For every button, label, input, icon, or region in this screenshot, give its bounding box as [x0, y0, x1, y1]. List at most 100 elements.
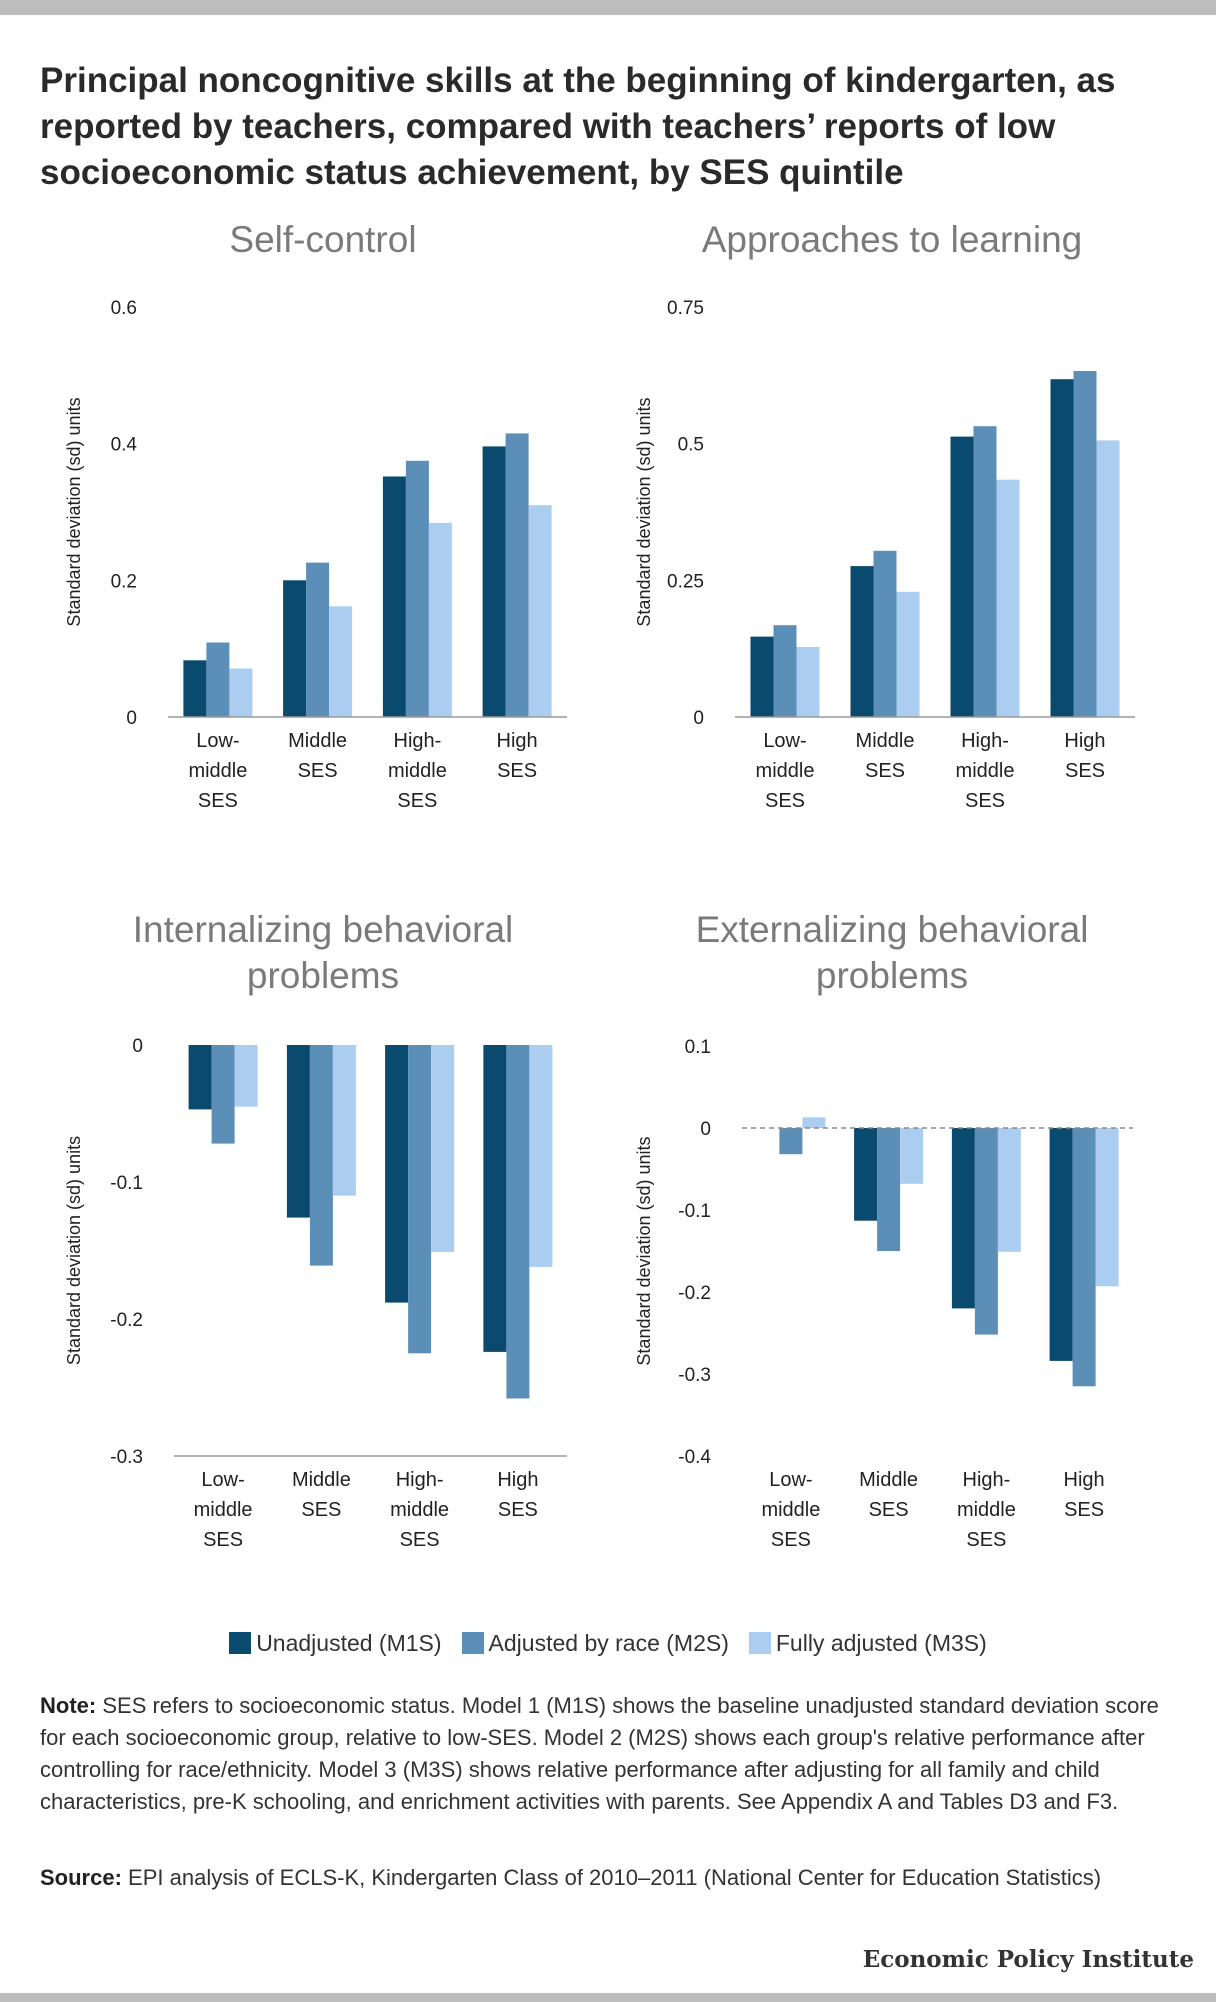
- chart-2-bar-series-2-cat-1: [773, 625, 797, 717]
- chart-2-bar-series-1-cat-3: [950, 436, 974, 717]
- chart-4-category-label: SES: [771, 1529, 811, 1551]
- chart-4-bar-series-1-cat-4: [1049, 1128, 1073, 1361]
- chart-3-category-label: High: [497, 1469, 538, 1491]
- chart-2-title-line-1: Approaches to learning: [702, 219, 1083, 260]
- chart-2-bar-series-3-cat-4: [1096, 440, 1120, 717]
- chart-3-y-axis-label: Standard deviation (sd) units: [64, 1136, 84, 1365]
- chart-4-bar-series-3-cat-2: [900, 1128, 924, 1184]
- chart-4-category-label: SES: [869, 1499, 909, 1521]
- chart-3-category-label: SES: [203, 1529, 243, 1551]
- chart-2-category-label: SES: [1065, 760, 1105, 782]
- chart-3-category-label: SES: [301, 1499, 341, 1521]
- chart-1-bar-series-2-cat-1: [206, 642, 230, 717]
- chart-1-y-axis-label: Standard deviation (sd) units: [64, 397, 84, 626]
- chart-2-category-label: Low-: [763, 730, 806, 752]
- chart-4-bar-series-2-cat-1: [779, 1128, 803, 1155]
- legend: Unadjusted (M1S) Adjusted by race (M2S) …: [0, 1625, 1216, 1661]
- chart-2-category-label: High: [1064, 730, 1105, 752]
- chart-4-category-label: Low-: [769, 1469, 812, 1491]
- chart-3-title-line-2: problems: [247, 955, 399, 996]
- chart-4-category-label: SES: [1064, 1499, 1104, 1521]
- chart-1-category-label: middle: [188, 760, 247, 782]
- legend-item-m1: Unadjusted (M1S): [229, 1629, 442, 1657]
- chart-1-bar-series-2-cat-4: [505, 433, 529, 717]
- chart-4-ytick-label: 0.1: [685, 1037, 711, 1058]
- page-title: Principal noncognitive skills at the beg…: [40, 61, 1116, 192]
- chart-2-bar-series-2-cat-4: [1073, 371, 1097, 717]
- chart-3-bar-series-1-cat-2: [286, 1045, 310, 1218]
- chart-4-title-line-1: Externalizing behavioral: [696, 909, 1089, 950]
- chart-4-ytick-label: -0.4: [678, 1447, 711, 1468]
- chart-3-category-label: Low-: [201, 1469, 244, 1491]
- charts-area: Self-control 0 0.2 0.4 0.6 Standard deviation…: [64, 219, 1135, 1551]
- chart-2-bar-series-3-cat-2: [896, 591, 920, 717]
- chart-3-category-label: middle: [194, 1499, 253, 1521]
- chart-1-category-label: middle: [388, 760, 447, 782]
- chart-1-bar-series-2-cat-3: [405, 460, 429, 718]
- chart-2-category-label: SES: [765, 790, 805, 812]
- chart-3-bar-series-1-cat-3: [385, 1045, 409, 1303]
- legend-swatch-m2: [461, 1632, 484, 1654]
- source-text: EPI analysis of ECLS-K, Kindergarten Cla…: [128, 1865, 1102, 1890]
- chart-2-ytick-label: 0.75: [667, 298, 704, 319]
- legend-swatch-m3: [748, 1632, 771, 1654]
- chart-1-bar-series-1-cat-2: [283, 580, 307, 717]
- chart-2-bar-series-3-cat-1: [796, 647, 820, 717]
- chart-3-title-line-1: Internalizing behavioral: [133, 909, 514, 950]
- chart-1-bar-series-1-cat-3: [382, 476, 406, 717]
- chart-3-bar-series-2-cat-1: [211, 1045, 235, 1144]
- chart-4-bar-series-1-cat-3: [951, 1128, 975, 1309]
- chart-2-ytick-label: 0: [693, 708, 704, 729]
- chart-3-category-label: Middle: [292, 1469, 351, 1491]
- chart-4-bar-series-3-cat-4: [1095, 1128, 1119, 1287]
- chart-4-bar-series-2-cat-2: [877, 1128, 901, 1251]
- chart-1-title-line-1: Self-control: [229, 219, 416, 260]
- note-text: SES refers to socioeconomic status. Mode…: [40, 1693, 1159, 1814]
- chart-3-bar-series-2-cat-3: [408, 1045, 432, 1354]
- chart-4-ytick-label: 0: [700, 1119, 711, 1140]
- chart-4-category-label: middle: [957, 1499, 1016, 1521]
- chart-4-bar-series-2-cat-4: [1072, 1128, 1096, 1387]
- chart-4-category-label: Middle: [859, 1469, 918, 1491]
- bottom-border: [0, 1993, 1216, 2002]
- legend-label-m2: Adjusted by race (M2S): [488, 1629, 729, 1656]
- chart-2-category-label: Middle: [856, 730, 915, 752]
- chart-1-category-label: Middle: [288, 730, 347, 752]
- chart-3-bar-series-3-cat-3: [431, 1045, 455, 1252]
- chart-3-category-label: High-: [396, 1469, 444, 1491]
- chart-2-bar-series-1-cat-4: [1050, 379, 1074, 717]
- chart-3-category-label: SES: [400, 1529, 440, 1551]
- chart-2-category-label: High-: [961, 730, 1009, 752]
- chart-2-y-axis-label: Standard deviation (sd) units: [634, 397, 654, 626]
- legend-item-m3: Fully adjusted (M3S): [748, 1630, 987, 1657]
- chart-1-category-label: High-: [394, 730, 442, 752]
- top-border: [0, 0, 1216, 15]
- chart-2-category-label: SES: [965, 790, 1005, 812]
- chart-2-ytick-label: 0.5: [678, 435, 704, 456]
- chart-4-title-line-2: problems: [816, 955, 968, 996]
- chart-2-category-label: middle: [756, 760, 815, 782]
- legend-item-m2: Adjusted by race (M2S): [461, 1629, 729, 1657]
- legend-label-m1: Unadjusted (M1S): [256, 1629, 442, 1656]
- chart-4-bar-series-1-cat-2: [854, 1128, 878, 1221]
- chart-3-bar-series-1-cat-4: [483, 1045, 507, 1352]
- chart-1-bar-series-1-cat-1: [183, 660, 207, 717]
- chart-2-ytick-label: 0.25: [667, 571, 704, 592]
- chart-1-category-label: High: [497, 730, 538, 752]
- chart-3-bar-series-1-cat-1: [188, 1045, 212, 1110]
- chart-1-bar-series-3-cat-4: [528, 505, 552, 717]
- chart-1-bar-series-3-cat-2: [329, 606, 353, 717]
- chart-4-y-axis-label: Standard deviation (sd) units: [634, 1136, 654, 1365]
- chart-1-category-label: SES: [397, 790, 437, 812]
- chart-2-bar-series-1-cat-1: [750, 636, 774, 717]
- chart-3-bar-series-3-cat-4: [529, 1045, 553, 1267]
- chart-1-bar-series-1-cat-4: [482, 446, 506, 717]
- chart-3-bar-series-3-cat-1: [234, 1045, 258, 1107]
- source-label: Source:: [40, 1865, 122, 1890]
- chart-4-category-label: middle: [761, 1499, 820, 1521]
- chart-3-ytick-label: -0.3: [110, 1447, 143, 1468]
- chart-1-ytick-label: 0.6: [111, 298, 137, 319]
- chart-1-category-label: SES: [497, 760, 537, 782]
- chart-1-ytick-label: 0.4: [111, 435, 138, 456]
- chart-2-bar-series-2-cat-2: [873, 550, 897, 717]
